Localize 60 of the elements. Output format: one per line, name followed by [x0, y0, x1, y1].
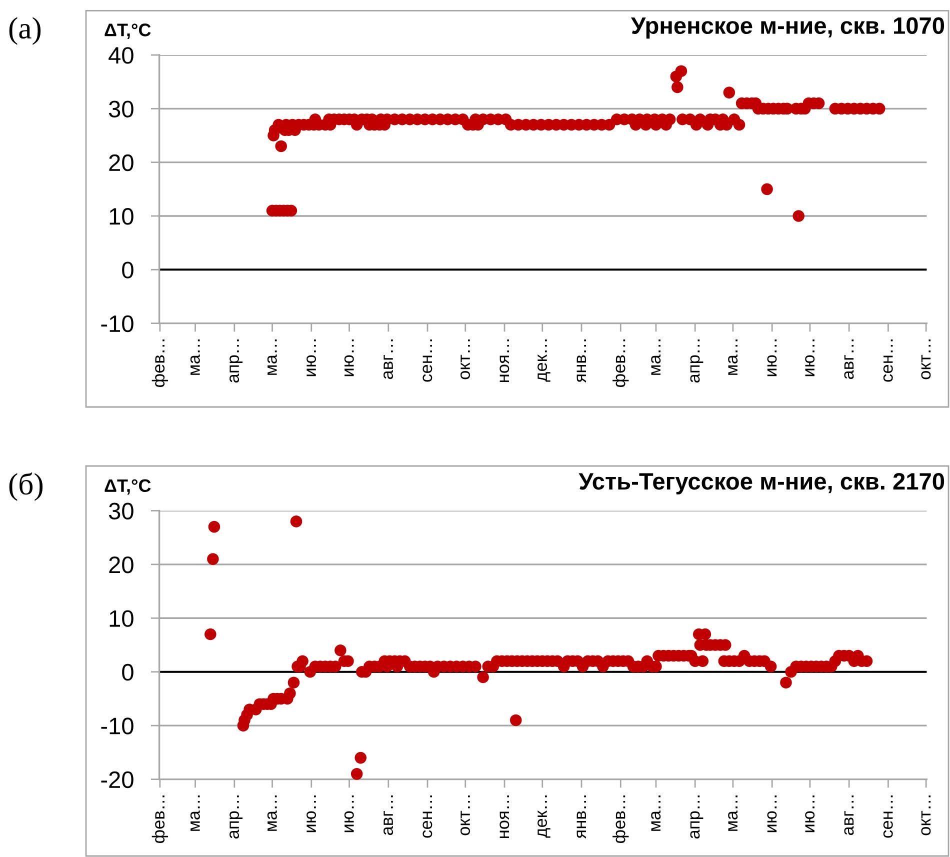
- x-tick-label: фев…: [612, 796, 629, 843]
- x-tick-label: ию…: [306, 340, 316, 376]
- x-tick-label: ма…: [651, 340, 661, 375]
- text: (а): [9, 17, 41, 45]
- x-tick-label: ма…: [728, 340, 738, 375]
- x-tick-label: окт…: [460, 796, 470, 836]
- x-tick-label: ию…: [344, 340, 354, 376]
- x-tick-label: ма…: [267, 340, 277, 375]
- x-tick-label: ма…: [190, 796, 200, 831]
- chart-title: Урненское м-ние, скв. 1070: [630, 17, 944, 39]
- x-tick-label: апр…: [230, 340, 242, 383]
- x-tick-label: ноя…: [500, 796, 510, 838]
- x-tick-label: авг…: [844, 796, 854, 836]
- x-tick-label: сен…: [422, 796, 432, 838]
- x-tick-label: авг…: [384, 340, 394, 380]
- x-tick-label: апр…: [690, 340, 704, 383]
- x-tick-label: окт…: [921, 796, 931, 836]
- x-tick-label: авг…: [384, 796, 394, 836]
- y-tick-label: -10: [101, 315, 134, 332]
- x-tick-label: ма…: [267, 796, 277, 831]
- y-tick-label: -10: [101, 718, 134, 734]
- x-tick-label: авг…: [844, 340, 854, 380]
- y-axis-title: ΔT,°C: [104, 479, 151, 495]
- x-tick-label: фев…: [152, 340, 168, 387]
- x-tick-label: ма…: [190, 340, 200, 375]
- x-tick-label: апр…: [230, 796, 242, 839]
- x-tick-label: ию…: [344, 796, 354, 832]
- x-tick-label: апр…: [690, 796, 704, 839]
- x-tick-label: сен…: [422, 340, 432, 382]
- y-tick-label: 20: [109, 556, 134, 574]
- x-tick-label: янв…: [576, 796, 586, 839]
- x-tick-label: ию…: [306, 796, 316, 832]
- x-tick-label: фев…: [152, 796, 168, 843]
- y-axis-title: ΔT,°C: [104, 24, 151, 39]
- x-tick-label: ма…: [651, 796, 661, 831]
- y-tick-label: 20: [109, 154, 134, 172]
- x-tick-label: ию…: [767, 340, 777, 376]
- x-tick-label: ию…: [767, 796, 777, 832]
- x-tick-label: окт…: [921, 340, 931, 380]
- y-tick-label: 30: [108, 502, 134, 520]
- text: (б): [9, 472, 43, 501]
- y-tick-label: 10: [110, 208, 134, 225]
- y-tick-label: 0: [122, 664, 134, 681]
- x-tick-label: янв…: [576, 340, 586, 383]
- x-tick-label: ию…: [805, 340, 815, 376]
- x-tick-label: сен…: [883, 340, 893, 382]
- y-tick-label: 10: [110, 610, 134, 627]
- x-tick-label: окт…: [460, 340, 470, 380]
- y-tick-label: 40: [108, 47, 134, 64]
- x-tick-label: ию…: [805, 796, 815, 832]
- x-tick-label: дек…: [538, 340, 550, 382]
- y-tick-label: 0: [122, 262, 134, 278]
- x-tick-label: ма…: [728, 796, 738, 831]
- x-tick-label: ноя…: [500, 340, 510, 382]
- chart-title: Усть-Тегусское м-ние, скв. 2170: [578, 472, 944, 494]
- x-tick-label: фев…: [612, 340, 629, 387]
- y-tick-label: -20: [101, 771, 134, 788]
- x-tick-label: сен…: [883, 796, 893, 838]
- y-tick-label: 30: [108, 100, 134, 118]
- x-tick-label: дек…: [538, 796, 550, 838]
